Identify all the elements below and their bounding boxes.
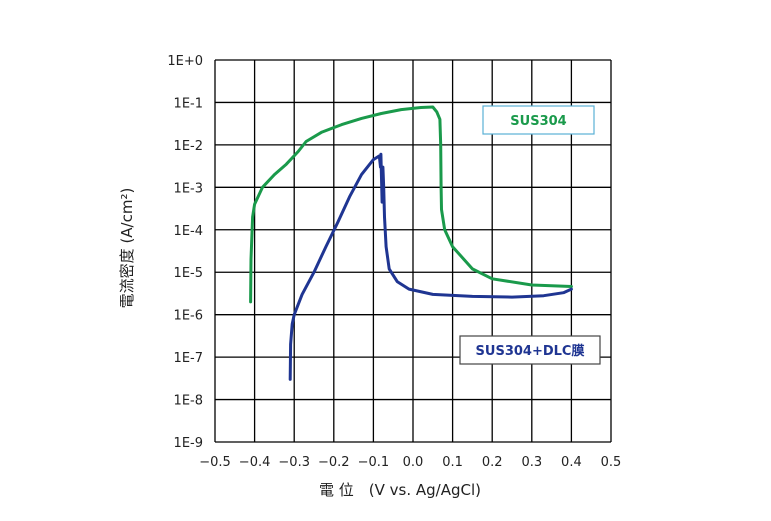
- y-tick-label: 1E-4: [174, 224, 203, 239]
- x-tick-labels: −0.5 −0.4 −0.3 −0.2 −0.1 0.0 0.1 0.2 0.3 0.4 0.5: [199, 455, 621, 470]
- y-tick-label: 1E-2: [174, 139, 203, 154]
- y-tick-label: 1E-1: [174, 96, 203, 111]
- y-tick-labels: 1E+0 1E-1 1E-2 1E-3 1E-4 1E-5 1E-6 1E-7 1E-8 1E-9: [167, 54, 203, 451]
- x-tick-label: −0.1: [358, 455, 390, 470]
- x-axis-title: 電 位 (V vs. Ag/AgCl): [319, 481, 481, 499]
- x-tick-label: 0.2: [482, 455, 503, 470]
- y-tick-label: 1E-5: [174, 266, 203, 281]
- y-tick-label: 1E-3: [174, 181, 203, 196]
- y-tick-label: 1E-6: [174, 309, 203, 324]
- x-tick-label: 0.4: [561, 455, 582, 470]
- y-tick-label: 1E+0: [167, 54, 203, 69]
- series-line-2: [288, 152, 573, 381]
- x-tick-label: −0.3: [278, 455, 310, 470]
- legend-box-2: [459, 335, 601, 365]
- x-tick-label: −0.4: [239, 455, 271, 470]
- legend-label-2: SUS304+DLC膜: [476, 343, 585, 359]
- legend-label-1: SUS304: [510, 114, 566, 129]
- legend: SUS304 SUS304+DLC膜: [459, 105, 601, 365]
- x-tick-label: 0.3: [521, 455, 542, 470]
- series-lines: [249, 105, 573, 381]
- x-tick-label: 0.1: [442, 455, 463, 470]
- y-tick-label: 1E-8: [174, 394, 203, 409]
- x-tick-label: −0.5: [199, 455, 231, 470]
- x-tick-label: −0.2: [318, 455, 350, 470]
- y-tick-label: 1E-7: [174, 351, 203, 366]
- y-tick-label: 1E-9: [174, 436, 203, 451]
- legend-box-1: [482, 105, 595, 135]
- x-tick-label: 0.5: [601, 455, 622, 470]
- x-tick-label: 0.0: [403, 455, 424, 470]
- series-line-1: [249, 105, 573, 304]
- y-axis-title: 電流密度 (A/cm²): [118, 188, 136, 309]
